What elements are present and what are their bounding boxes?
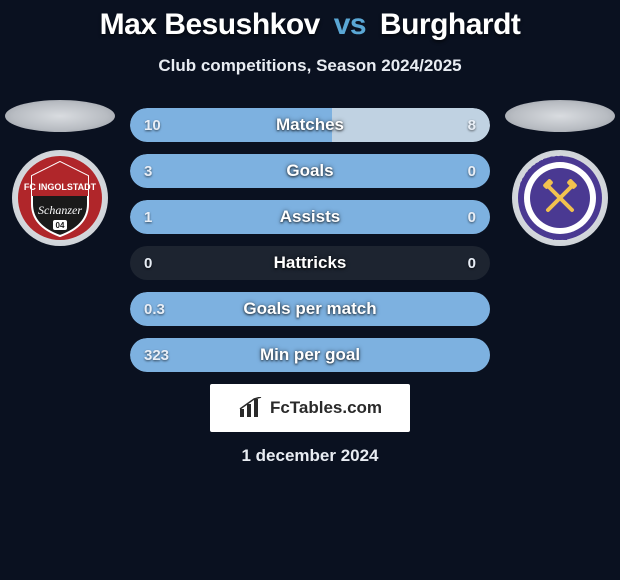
stat-row: Goals per match0.3	[130, 292, 490, 326]
watermark-text: FcTables.com	[270, 398, 382, 418]
title-player1: Max Besushkov	[100, 8, 320, 41]
comparison-stage: FC INGOLSTADT Schanzer 04	[0, 100, 620, 372]
stat-bar-left	[130, 292, 490, 326]
team-right-column: FC ERZGEBIRGE AUE	[500, 100, 620, 248]
svg-text:FC INGOLSTADT: FC INGOLSTADT	[24, 182, 97, 192]
stat-row: Assists10	[130, 200, 490, 234]
team-right-badge-icon: FC ERZGEBIRGE AUE	[510, 148, 610, 248]
stat-bar-left	[130, 108, 332, 142]
stat-bar-left	[130, 200, 490, 234]
watermark-chart-icon	[238, 397, 264, 419]
stat-value-right: 0	[468, 246, 476, 280]
team-right-shadow	[505, 100, 615, 132]
team-left-badge-icon: FC INGOLSTADT Schanzer 04	[10, 148, 110, 248]
title-vs: vs	[334, 8, 366, 41]
date-line: 1 december 2024	[0, 446, 620, 466]
title-player2: Burghardt	[380, 8, 521, 41]
subtitle: Club competitions, Season 2024/2025	[0, 56, 620, 76]
stat-row: Min per goal323	[130, 338, 490, 372]
team-left-column: FC INGOLSTADT Schanzer 04	[0, 100, 120, 248]
stat-bar-left	[130, 338, 490, 372]
stat-value-left: 0	[144, 246, 152, 280]
stat-row: Hattricks0 0	[130, 246, 490, 280]
stat-bar-right	[332, 108, 490, 142]
stat-row: Goals30	[130, 154, 490, 188]
svg-text:04: 04	[56, 221, 65, 230]
stat-bar-left	[130, 154, 490, 188]
svg-text:AUE: AUE	[553, 235, 568, 242]
stats-bars: Matches108 Goals30 Assists10 Hattricks0 0 Goa…	[130, 100, 490, 372]
svg-text:Schanzer: Schanzer	[38, 203, 82, 217]
page-title: Max Besushkov vs Burghardt	[0, 0, 620, 42]
stat-row: Matches108	[130, 108, 490, 142]
watermark: FcTables.com	[210, 384, 410, 432]
team-left-shadow	[5, 100, 115, 132]
stat-label: Hattricks	[130, 246, 490, 280]
